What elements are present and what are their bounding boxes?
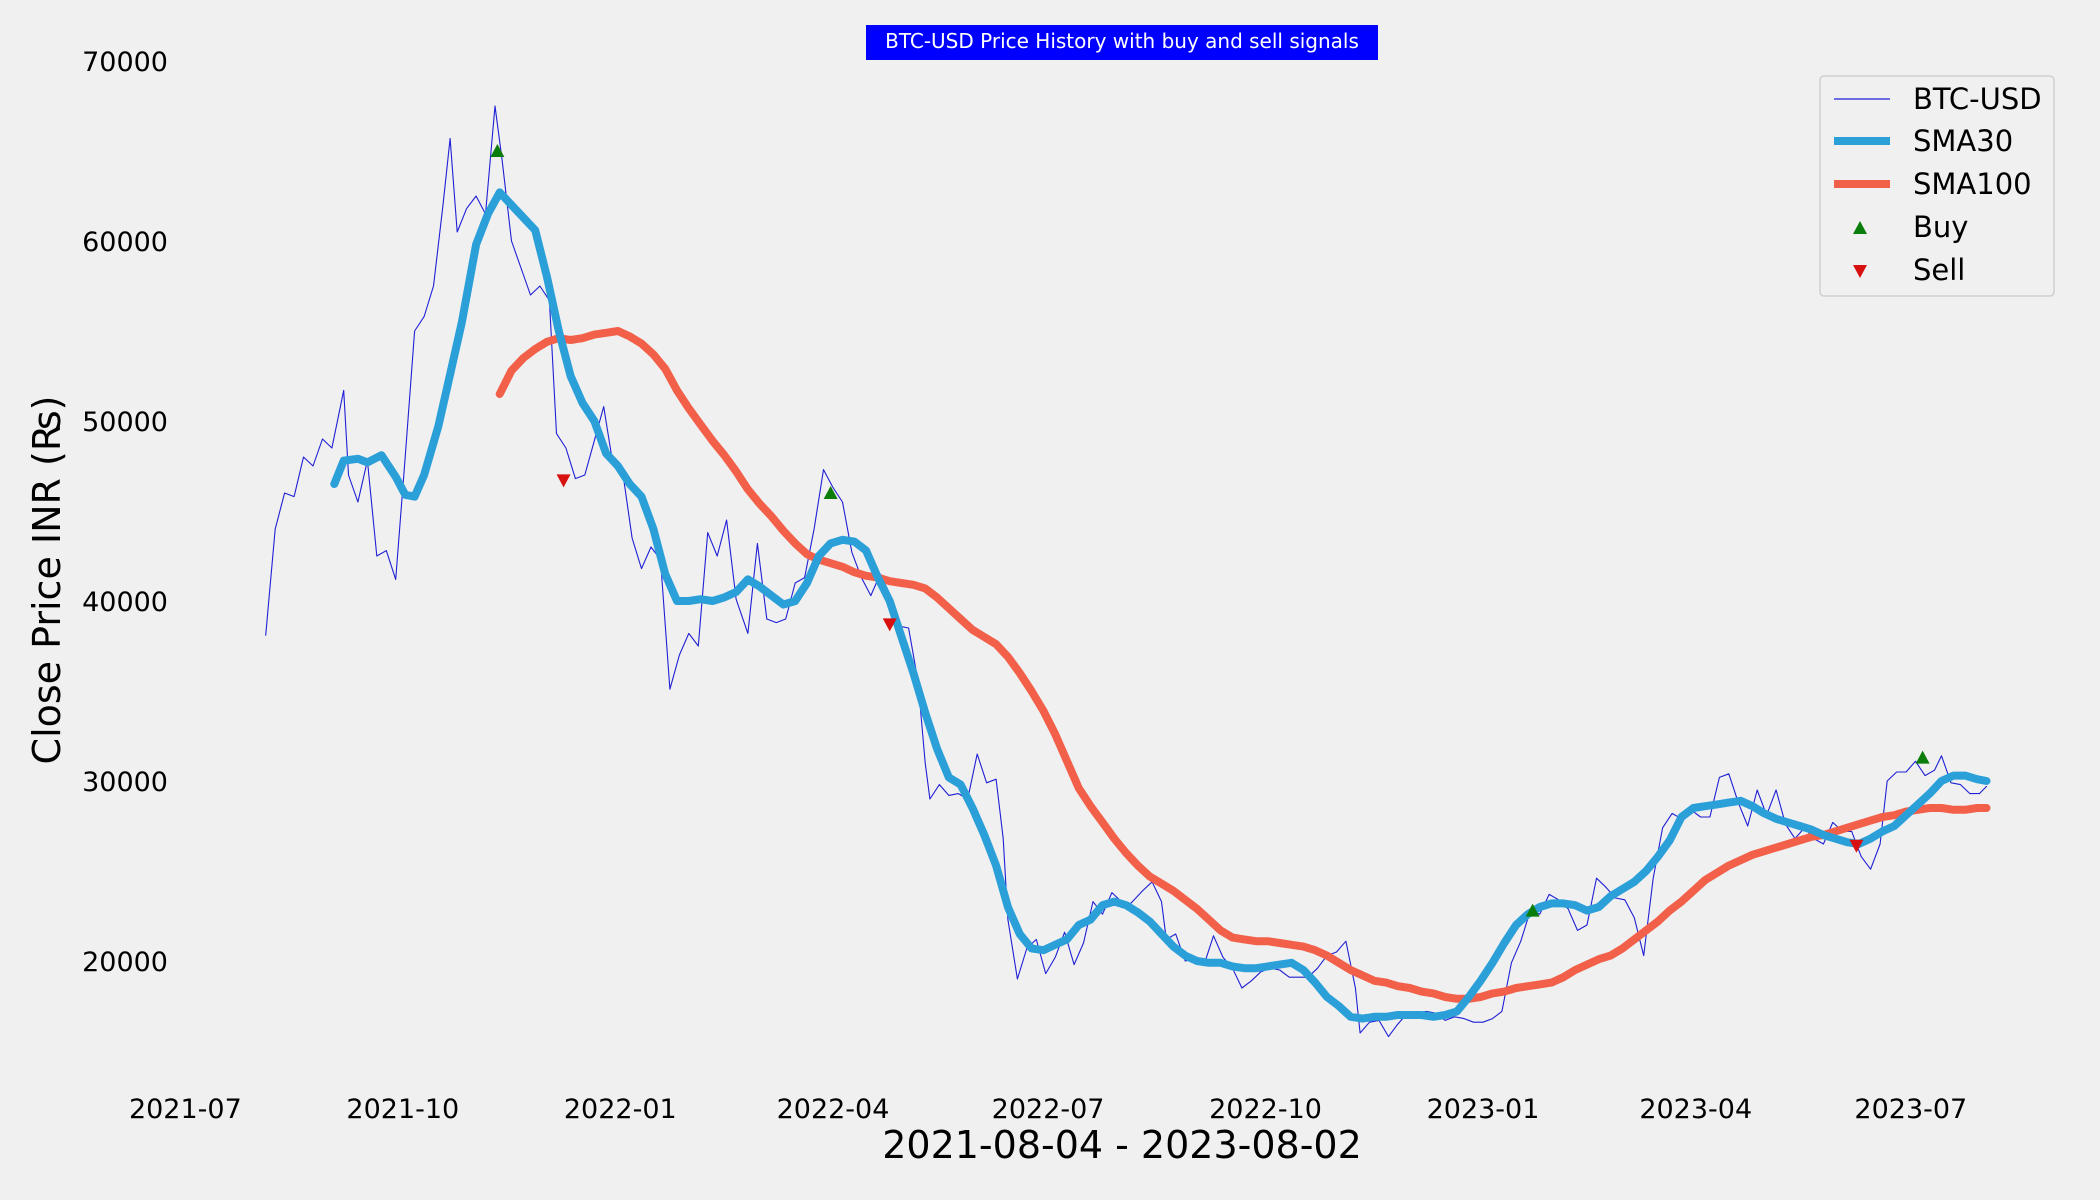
y-tick-label: 20000 — [82, 947, 168, 978]
plot-area — [265, 105, 1991, 1038]
x-axis-label: 2021-08-04 - 2023-08-02 — [882, 1123, 1362, 1167]
legend-label-sma100: SMA100 — [1913, 167, 2032, 201]
x-tick-label: 2023-04 — [1639, 1094, 1752, 1125]
buy-marker — [490, 144, 505, 157]
series-line-sma100 — [495, 327, 1991, 1003]
sell-marker — [882, 618, 897, 632]
chart-title-background — [866, 25, 1378, 60]
x-tick-label: 2022-01 — [564, 1094, 677, 1125]
legend-label-sma30: SMA30 — [1913, 124, 2013, 158]
y-tick-label: 30000 — [82, 767, 168, 798]
y-axis-label: Close Price INR (₨) — [25, 396, 69, 765]
sell-marker — [556, 474, 571, 488]
legend-swatch-buy — [1853, 221, 1867, 234]
legend-swatch-sell — [1853, 265, 1867, 278]
buy-marker — [1915, 750, 1930, 764]
x-tick-label: 2023-07 — [1854, 1094, 1967, 1125]
x-tick-label: 2021-10 — [346, 1094, 459, 1125]
x-tick-label: 2022-04 — [777, 1094, 890, 1125]
x-tick-label: 2022-07 — [992, 1094, 1105, 1125]
x-axis-ticks: 2021-07 2021-10 2022-01 2022-04 2022-07 2022-… — [129, 1094, 1967, 1125]
legend-label-buy: Buy — [1913, 210, 1968, 244]
buy-marker — [823, 486, 838, 499]
x-tick-label: 2023-01 — [1427, 1094, 1540, 1125]
legend-box — [1819, 75, 2055, 297]
y-tick-label: 70000 — [82, 47, 168, 78]
x-tick-label: 2022-10 — [1209, 1094, 1322, 1125]
legend: BTC-USD SMA30 SMA100 Buy Sell — [1819, 75, 2055, 297]
buy-marker — [1525, 903, 1540, 917]
x-tick-label: 2021-07 — [129, 1094, 242, 1125]
y-tick-label: 50000 — [82, 407, 168, 438]
series-line-sma30 — [330, 188, 1991, 1023]
chart-title: BTC-USD Price History with buy and sell … — [885, 29, 1359, 53]
y-tick-label: 40000 — [82, 587, 168, 618]
sell-marker — [1849, 839, 1864, 853]
legend-label-sell: Sell — [1913, 253, 1965, 287]
legend-label-btc-usd: BTC-USD — [1913, 82, 2042, 116]
y-axis-ticks: 20000 30000 40000 50000 60000 70000 — [82, 47, 168, 978]
y-tick-label: 60000 — [82, 227, 168, 258]
